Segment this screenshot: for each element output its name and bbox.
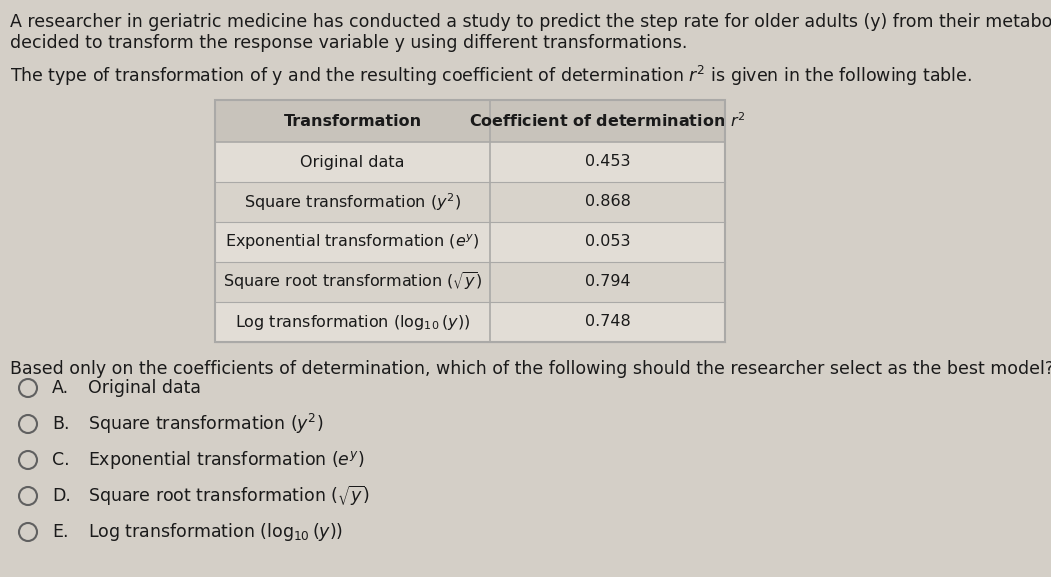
Text: 0.868: 0.868 bbox=[584, 194, 631, 209]
Text: D.: D. bbox=[51, 487, 70, 505]
FancyBboxPatch shape bbox=[215, 100, 725, 342]
FancyBboxPatch shape bbox=[215, 100, 725, 142]
Text: Based only on the coefficients of determination, which of the following should t: Based only on the coefficients of determ… bbox=[11, 360, 1051, 378]
Text: Square transformation ($y^2$): Square transformation ($y^2$) bbox=[244, 191, 461, 213]
FancyBboxPatch shape bbox=[215, 302, 725, 342]
Text: 0.053: 0.053 bbox=[584, 234, 631, 249]
Text: 0.794: 0.794 bbox=[584, 275, 631, 290]
Text: Exponential transformation ($e^y$): Exponential transformation ($e^y$) bbox=[225, 232, 480, 252]
FancyBboxPatch shape bbox=[215, 182, 725, 222]
Text: B.: B. bbox=[51, 415, 69, 433]
Text: decided to transform the response variable y using different transformations.: decided to transform the response variab… bbox=[11, 34, 687, 52]
Text: C.: C. bbox=[51, 451, 69, 469]
FancyBboxPatch shape bbox=[215, 142, 725, 182]
Text: Coefficient of determination $r^2$: Coefficient of determination $r^2$ bbox=[469, 112, 746, 130]
FancyBboxPatch shape bbox=[215, 262, 725, 302]
Text: Original data: Original data bbox=[88, 379, 201, 397]
Text: A.: A. bbox=[51, 379, 69, 397]
Text: 0.453: 0.453 bbox=[584, 155, 631, 170]
Text: Square root transformation $(\sqrt{y})$: Square root transformation $(\sqrt{y})$ bbox=[88, 484, 370, 508]
Text: Log transformation ($\log_{10}(y)$): Log transformation ($\log_{10}(y)$) bbox=[235, 313, 470, 332]
Text: Exponential transformation $(e^y)$: Exponential transformation $(e^y)$ bbox=[88, 449, 365, 471]
Text: Original data: Original data bbox=[301, 155, 405, 170]
Text: E.: E. bbox=[51, 523, 68, 541]
Text: Square transformation $(y^2)$: Square transformation $(y^2)$ bbox=[88, 412, 324, 436]
Text: Transformation: Transformation bbox=[284, 114, 421, 129]
Text: A researcher in geriatric medicine has conducted a study to predict the step rat: A researcher in geriatric medicine has c… bbox=[11, 13, 1051, 31]
Text: 0.748: 0.748 bbox=[584, 314, 631, 329]
Text: Square root transformation ($\sqrt{y}$): Square root transformation ($\sqrt{y}$) bbox=[223, 271, 482, 293]
Text: The type of transformation of y and the resulting coefficient of determination $: The type of transformation of y and the … bbox=[11, 64, 972, 88]
FancyBboxPatch shape bbox=[215, 222, 725, 262]
Text: Log transformation $(\log_{10}(y))$: Log transformation $(\log_{10}(y))$ bbox=[88, 521, 343, 543]
